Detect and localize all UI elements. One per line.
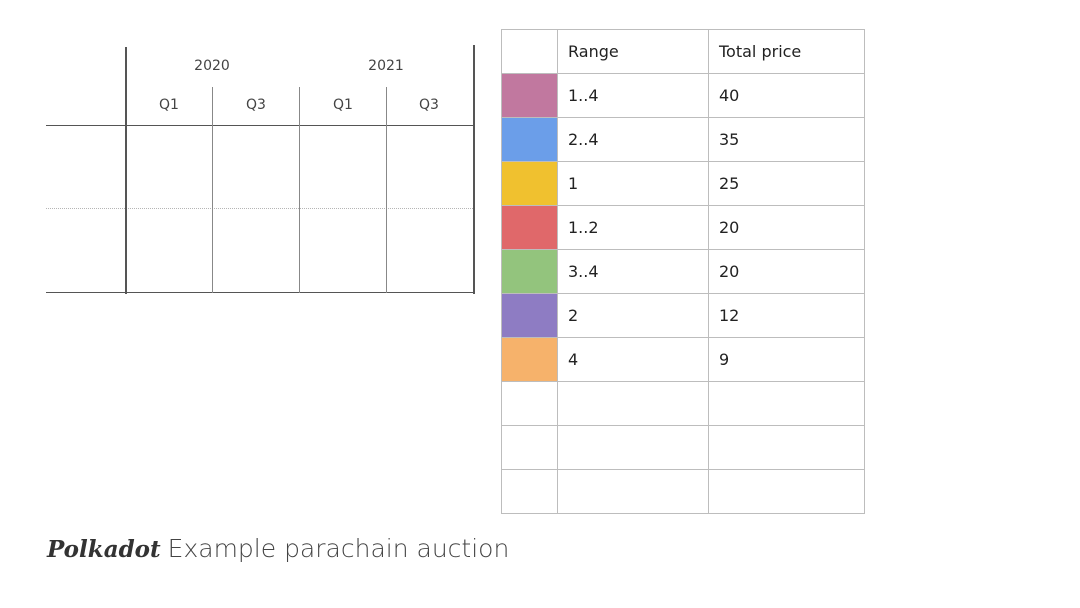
polkadot-logo-text: Polkadot (47, 536, 161, 563)
table-row-empty (501, 469, 865, 514)
bid-color-swatch (501, 381, 558, 426)
quarter-divider (299, 87, 300, 293)
table-row-empty (501, 381, 865, 426)
slide-caption: Polkadot Example parachain auction (47, 534, 509, 563)
lease-period-timeline: 2020 2021 Q1 Q3 Q1 Q3 (0, 0, 480, 300)
quarter-label: Q1 (159, 97, 179, 113)
year-label-2020: 2020 (194, 58, 230, 74)
table-row: 1..2 20 (501, 205, 865, 250)
price-cell: 12 (708, 293, 865, 338)
quarter-label: Q3 (246, 97, 266, 113)
bid-color-swatch (501, 469, 558, 514)
price-cell (708, 469, 865, 514)
bid-color-swatch (501, 249, 558, 294)
color-column-header (501, 29, 558, 74)
table-header-row: Range Total price (501, 29, 865, 74)
quarter-divider (386, 87, 387, 293)
price-cell (708, 381, 865, 426)
range-cell: 3..4 (557, 249, 709, 294)
range-cell (557, 469, 709, 514)
table-row: 4 9 (501, 337, 865, 382)
price-cell: 20 (708, 249, 865, 294)
slide-title: Example parachain auction (167, 534, 510, 563)
timeline-midline (46, 208, 475, 209)
price-cell: 9 (708, 337, 865, 382)
bid-color-swatch (501, 73, 558, 118)
bid-color-swatch (501, 337, 558, 382)
table-row: 2..4 35 (501, 117, 865, 162)
range-cell: 1 (557, 161, 709, 206)
price-cell: 25 (708, 161, 865, 206)
quarter-label: Q3 (419, 97, 439, 113)
range-cell (557, 381, 709, 426)
table-row-empty (501, 425, 865, 470)
total-price-column-header: Total price (708, 29, 865, 74)
range-cell: 4 (557, 337, 709, 382)
year-label-2021: 2021 (368, 58, 404, 74)
table-row: 1..4 40 (501, 73, 865, 118)
bid-color-swatch (501, 293, 558, 338)
table-row: 3..4 20 (501, 249, 865, 294)
price-cell: 40 (708, 73, 865, 118)
price-cell: 35 (708, 117, 865, 162)
range-cell: 1..4 (557, 73, 709, 118)
bid-color-swatch (501, 205, 558, 250)
range-cell: 2 (557, 293, 709, 338)
bid-color-swatch (501, 117, 558, 162)
range-cell: 1..2 (557, 205, 709, 250)
bids-table: Range Total price 1..4 40 2..4 35 1 25 1… (501, 29, 865, 514)
timeline-bottom-rule (46, 292, 475, 293)
range-column-header: Range (557, 29, 709, 74)
quarter-label: Q1 (333, 97, 353, 113)
price-cell (708, 425, 865, 470)
timeline-right-border (473, 45, 475, 294)
table-row: 1 25 (501, 161, 865, 206)
bid-color-swatch (501, 425, 558, 470)
quarter-divider (212, 87, 213, 293)
timeline-left-border (125, 47, 127, 294)
price-cell: 20 (708, 205, 865, 250)
bid-color-swatch (501, 161, 558, 206)
range-cell: 2..4 (557, 117, 709, 162)
table-row: 2 12 (501, 293, 865, 338)
timeline-header-rule (46, 125, 475, 126)
range-cell (557, 425, 709, 470)
